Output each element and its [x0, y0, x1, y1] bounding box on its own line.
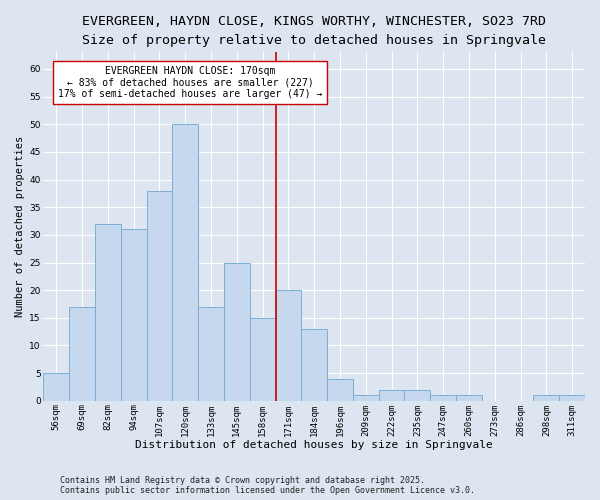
Bar — [404, 390, 430, 401]
Bar — [95, 224, 121, 401]
Bar — [121, 230, 146, 401]
Bar — [43, 373, 69, 401]
Bar — [301, 329, 327, 401]
Bar — [456, 396, 482, 401]
Bar — [559, 396, 585, 401]
Bar — [275, 290, 301, 401]
Bar — [250, 318, 275, 401]
Bar — [430, 396, 456, 401]
Bar — [146, 190, 172, 401]
Bar — [533, 396, 559, 401]
Bar — [353, 396, 379, 401]
Y-axis label: Number of detached properties: Number of detached properties — [15, 136, 25, 317]
Text: Contains HM Land Registry data © Crown copyright and database right 2025.
Contai: Contains HM Land Registry data © Crown c… — [60, 476, 475, 495]
Bar — [198, 307, 224, 401]
Bar — [327, 378, 353, 401]
Bar — [69, 307, 95, 401]
Text: EVERGREEN HAYDN CLOSE: 170sqm
← 83% of detached houses are smaller (227)
17% of : EVERGREEN HAYDN CLOSE: 170sqm ← 83% of d… — [58, 66, 323, 100]
Bar — [379, 390, 404, 401]
X-axis label: Distribution of detached houses by size in Springvale: Distribution of detached houses by size … — [136, 440, 493, 450]
Bar — [224, 262, 250, 401]
Bar — [172, 124, 198, 401]
Title: EVERGREEN, HAYDN CLOSE, KINGS WORTHY, WINCHESTER, SO23 7RD
Size of property rela: EVERGREEN, HAYDN CLOSE, KINGS WORTHY, WI… — [82, 15, 546, 47]
